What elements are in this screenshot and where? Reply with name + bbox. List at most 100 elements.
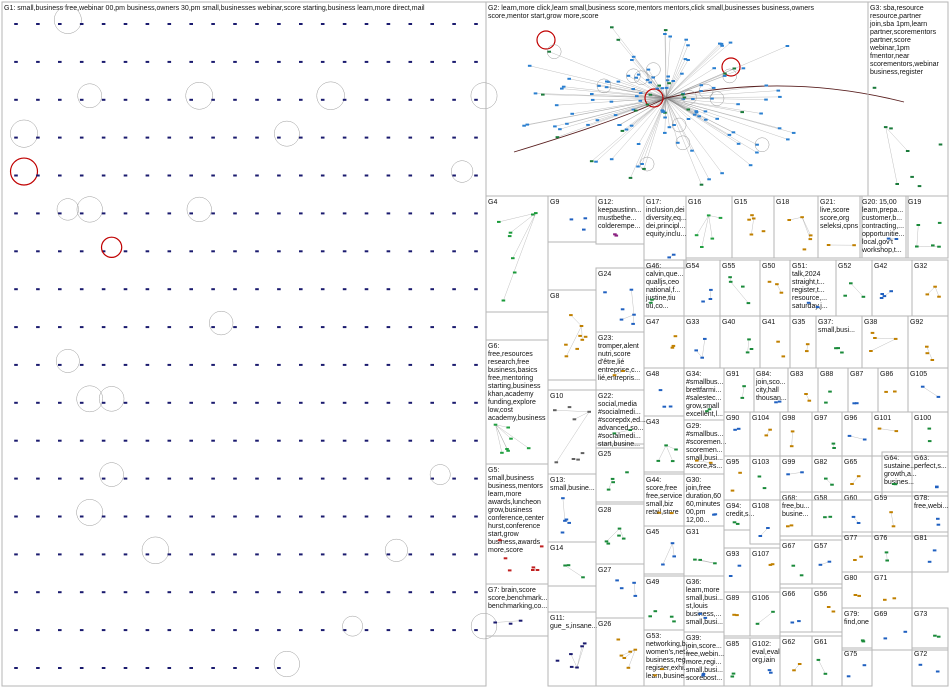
group-label: G77 — [844, 535, 857, 542]
node — [277, 60, 281, 63]
node — [612, 432, 617, 435]
node — [320, 174, 325, 177]
node — [101, 629, 106, 632]
node — [582, 642, 587, 645]
node — [123, 477, 128, 480]
edge — [606, 81, 667, 99]
node — [730, 675, 735, 678]
group-label: G48 — [646, 371, 659, 378]
edge — [701, 215, 709, 248]
node — [691, 98, 695, 100]
node — [233, 288, 237, 291]
node — [629, 288, 634, 291]
edge — [495, 620, 521, 623]
group-label: G100 — [914, 415, 931, 422]
node — [14, 212, 18, 215]
edge — [665, 83, 670, 99]
edge — [621, 314, 635, 320]
group-border — [547, 289, 597, 381]
edge — [574, 411, 590, 420]
node — [571, 458, 576, 460]
group-label: G78: free,webi... — [914, 495, 948, 510]
self-loop — [76, 499, 104, 526]
self-loop — [99, 462, 124, 487]
node — [880, 293, 884, 295]
group-label: G57 — [814, 543, 827, 550]
group-border — [485, 583, 549, 637]
node — [547, 50, 551, 53]
node — [189, 515, 193, 518]
edge — [576, 643, 585, 668]
node — [255, 477, 259, 480]
group-g45: G45 — [643, 525, 685, 575]
node — [728, 280, 733, 283]
node — [36, 629, 40, 632]
group-g16: G16 — [685, 195, 733, 259]
node — [893, 390, 897, 393]
node — [882, 295, 887, 298]
node — [167, 174, 172, 177]
node — [630, 59, 634, 61]
node — [408, 439, 413, 442]
node — [145, 401, 150, 404]
node — [36, 98, 40, 101]
node — [808, 234, 813, 237]
edge — [624, 649, 636, 659]
node — [828, 390, 832, 393]
group-label: G76 — [874, 535, 887, 542]
node — [580, 452, 585, 455]
node — [622, 657, 627, 659]
node — [624, 128, 629, 131]
node — [869, 350, 873, 352]
node — [474, 591, 478, 594]
node — [277, 591, 281, 594]
group-label: G44: score,free free,service small,biz retai… — [646, 477, 682, 516]
node — [452, 250, 456, 253]
node — [862, 664, 867, 667]
node — [123, 591, 128, 594]
self-loop — [98, 386, 125, 412]
node — [823, 672, 828, 675]
group-g22: G22: social,media #socialmedi... #scorepdx,… — [595, 389, 646, 448]
node — [299, 515, 303, 518]
node — [408, 98, 413, 101]
group-g108: G108 — [749, 499, 781, 545]
edge — [658, 445, 667, 461]
node — [653, 610, 658, 613]
group-g80: G80 — [841, 571, 873, 609]
node — [640, 163, 644, 165]
node — [827, 560, 832, 563]
node — [430, 363, 434, 366]
self-loop — [451, 160, 474, 183]
edge — [708, 215, 713, 239]
node — [386, 553, 391, 556]
node — [36, 23, 40, 25]
node — [255, 553, 259, 556]
group-g69: G69 — [871, 607, 913, 651]
edge — [665, 97, 675, 126]
node — [145, 136, 150, 139]
node — [167, 212, 172, 215]
node — [917, 185, 922, 188]
self-loop — [186, 196, 212, 222]
node — [211, 591, 215, 594]
node — [277, 515, 281, 518]
group-label: G22: social,media #socialmedi... #scorepdx,… — [598, 393, 646, 448]
node — [211, 136, 215, 139]
group-g75: G75 — [841, 647, 873, 687]
node — [145, 477, 150, 480]
edge — [776, 284, 782, 293]
group-label: G2: learn,more click,learn small,busines… — [488, 5, 815, 20]
node — [36, 477, 40, 480]
group-g38: G38 — [861, 315, 909, 369]
edge — [638, 97, 667, 145]
group-label: G40 — [722, 319, 735, 326]
node — [342, 250, 347, 253]
node — [145, 515, 150, 518]
node — [576, 458, 580, 461]
node — [512, 271, 517, 274]
self-loop — [675, 135, 691, 151]
group-g100: G100 — [911, 411, 949, 457]
node — [708, 298, 713, 300]
